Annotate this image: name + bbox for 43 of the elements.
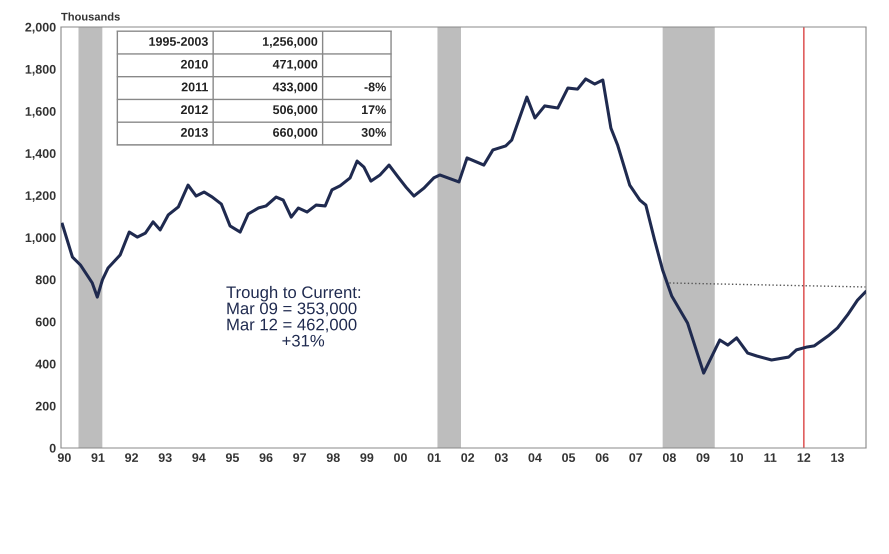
x-tick-label: 13 xyxy=(831,453,844,462)
y-tick-label: 400 xyxy=(35,360,56,368)
text: 1995-2003 1,256,000 xyxy=(149,37,318,48)
x-tick-label: 00 xyxy=(394,453,407,462)
x-tick-label: 02 xyxy=(461,453,474,462)
x-tick-label: 10 xyxy=(730,453,744,462)
text: 2011 433,000 -8% xyxy=(182,82,386,94)
text: 2012 506,000 17% xyxy=(180,105,386,116)
y-tick-label: 0 xyxy=(50,444,56,453)
x-tick-label: 04 xyxy=(528,453,542,462)
x-tick-label: 93 xyxy=(158,453,172,462)
x-tick-label: 05 xyxy=(562,453,576,462)
y-tick-label: 800 xyxy=(36,275,56,284)
x-tick-label: 01 xyxy=(428,453,441,462)
line-series xyxy=(61,77,866,375)
x-tick-label: 91 xyxy=(91,453,105,462)
x-tick-label: 07 xyxy=(629,453,642,462)
text: 2013 660,000 30% xyxy=(180,128,386,139)
text: 2010 471,000 xyxy=(180,60,318,70)
y-tick-label: 2,000 xyxy=(25,22,56,34)
x-tick-label: 98 xyxy=(326,453,340,462)
x-tick-label: 11 xyxy=(764,453,776,462)
y-tick-label: 200 xyxy=(36,402,56,411)
x-tick-label: 09 xyxy=(696,453,710,462)
annotation: Trough to Current: Mar 09 = 353,000 Mar 12 = 462,000 +31% xyxy=(226,286,360,347)
y-tick-label: 1,000 xyxy=(26,233,56,244)
y-tick-label: 600 xyxy=(36,318,56,326)
x-tick-label: 92 xyxy=(125,453,138,462)
y-tick-label: 1,600 xyxy=(26,107,56,118)
x-tick-label: 96 xyxy=(260,453,273,462)
y-axis-title: Thousands xyxy=(61,12,120,21)
x-tick-label: 94 xyxy=(192,453,206,462)
x-tick-label: 99 xyxy=(360,453,374,462)
y-tick-label: 1,400 xyxy=(26,149,56,160)
x-tick-label: 03 xyxy=(494,453,508,462)
x-tick-label: 06 xyxy=(596,453,609,462)
x-tick-label: 95 xyxy=(226,453,240,462)
x-tick-label: 97 xyxy=(293,453,306,462)
y-tick-label: 1,800 xyxy=(26,64,56,76)
x-tick-label: 08 xyxy=(662,453,676,462)
x-tick-label: 12 xyxy=(798,453,810,462)
x-tick-label: 90 xyxy=(58,453,71,462)
y-tick-label: 1,200 xyxy=(26,191,56,202)
